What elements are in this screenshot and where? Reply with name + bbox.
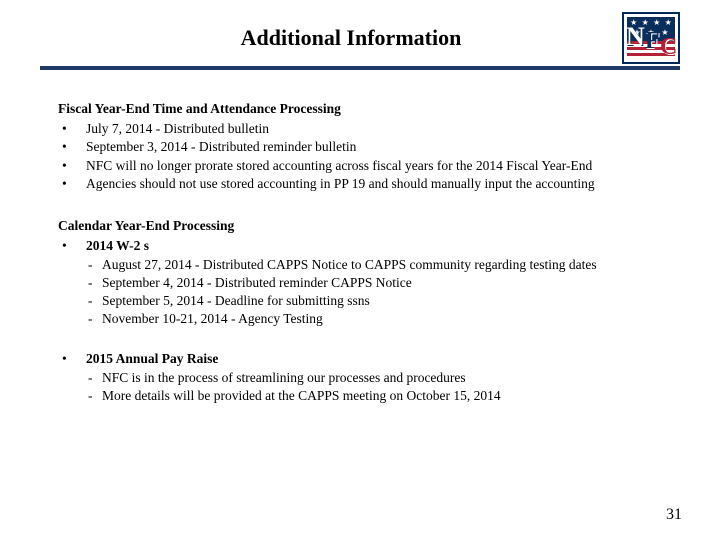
section2-list: •2014 W-2 s [58, 237, 662, 255]
list-item: •2014 W-2 s [58, 237, 662, 255]
list-item: •NFC will no longer prorate stored accou… [58, 157, 662, 175]
list-item: •September 3, 2014 - Distributed reminde… [58, 138, 662, 156]
dash-text: More details will be provided at the CAP… [102, 387, 662, 405]
dash-text: September 4, 2014 - Distributed reminder… [102, 274, 662, 292]
nfc-logo: ★★★★ ★★★ N F C [622, 12, 680, 64]
list-item: •July 7, 2014 - Distributed bulletin [58, 120, 662, 138]
section2-heading: Calendar Year-End Processing [58, 217, 662, 235]
bullet-text: 2014 W-2 s [86, 237, 662, 255]
page-title: Additional Information [40, 25, 622, 51]
list-item: •2015 Annual Pay Raise [58, 350, 662, 368]
bullet-text: 2015 Annual Pay Raise [86, 350, 662, 368]
list-item: -More details will be provided at the CA… [58, 387, 662, 405]
content-area: Fiscal Year-End Time and Attendance Proc… [0, 100, 720, 405]
dash-text: August 27, 2014 - Distributed CAPPS Noti… [102, 256, 662, 274]
list-item: •Agencies should not use stored accounti… [58, 175, 662, 193]
logo-letter-c: C [660, 34, 677, 61]
list-item: -NFC is in the process of streamlining o… [58, 369, 662, 387]
bullet-text: September 3, 2014 - Distributed reminder… [86, 138, 662, 156]
bullet-text: NFC will no longer prorate stored accoun… [86, 157, 662, 175]
header: Additional Information ★★★★ ★★★ N F C [0, 0, 720, 66]
logo-letter-f: F [645, 28, 660, 55]
list-item: -November 10-21, 2014 - Agency Testing [58, 310, 662, 328]
logo-letter-n: N [626, 22, 645, 52]
dash-text: NFC is in the process of streamlining ou… [102, 369, 662, 387]
list-item: -August 27, 2014 - Distributed CAPPS Not… [58, 256, 662, 274]
section3-sublist: -NFC is in the process of streamlining o… [58, 369, 662, 405]
section1-list: •July 7, 2014 - Distributed bulletin •Se… [58, 120, 662, 193]
bullet-text: July 7, 2014 - Distributed bulletin [86, 120, 662, 138]
list-item: -September 4, 2014 - Distributed reminde… [58, 274, 662, 292]
bullet-text: Agencies should not use stored accountin… [86, 175, 662, 193]
section3-list: •2015 Annual Pay Raise [58, 350, 662, 368]
page-number: 31 [666, 506, 682, 524]
dash-text: September 5, 2014 - Deadline for submitt… [102, 292, 662, 310]
dash-text: November 10-21, 2014 - Agency Testing [102, 310, 662, 328]
list-item: -September 5, 2014 - Deadline for submit… [58, 292, 662, 310]
section1-heading: Fiscal Year-End Time and Attendance Proc… [58, 100, 662, 118]
section2-sublist: -August 27, 2014 - Distributed CAPPS Not… [58, 256, 662, 329]
